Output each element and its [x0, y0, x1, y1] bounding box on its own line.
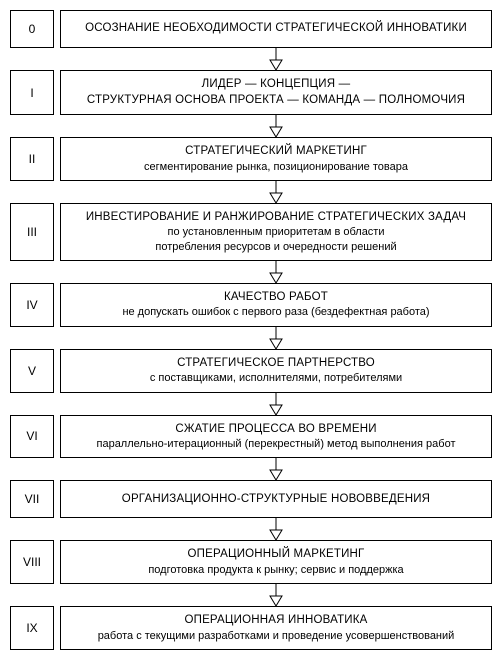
flow-node: I ЛИДЕР — КОНЦЕПЦИЯ —СТРУКТУРНАЯ ОСНОВА П…: [10, 70, 492, 115]
flow-node: 0 ОСОЗНАНИЕ НЕОБХОДИМОСТИ СТРАТЕГИЧЕСКОЙ …: [10, 10, 492, 48]
node-title-line: СЖАТИЕ ПРОЦЕССА ВО ВРЕМЕНИ: [69, 422, 483, 438]
node-title-line: ОРГАНИЗАЦИОННО-СТРУКТУРНЫЕ НОВОВВЕДЕНИЯ: [69, 492, 483, 508]
node-numeral: VIII: [23, 555, 41, 569]
flow-arrow: [10, 181, 492, 203]
node-text-box: ОПЕРАЦИОННАЯ ИННОВАТИКАработа с текущими…: [60, 606, 492, 650]
node-numeral-box: IX: [10, 606, 54, 650]
flow-arrow: [10, 115, 492, 137]
node-sub-line: с поставщиками, исполнителями, потребите…: [69, 371, 483, 385]
node-title-line: КАЧЕСТВО РАБОТ: [69, 290, 483, 306]
node-sub-line: параллельно-итерационный (перекрестный) …: [69, 437, 483, 451]
node-title-line: ОПЕРАЦИОННАЯ ИННОВАТИКА: [69, 613, 483, 629]
node-numeral-box: IV: [10, 283, 54, 327]
node-numeral: VI: [26, 429, 37, 443]
node-sub-line: сегментирование рынка, позиционирование …: [69, 160, 483, 174]
flow-arrow: [10, 48, 492, 70]
node-title-line: ОСОЗНАНИЕ НЕОБХОДИМОСТИ СТРАТЕГИЧЕСКОЙ И…: [69, 21, 483, 37]
flow-arrow: [10, 393, 492, 415]
node-numeral-box: II: [10, 137, 54, 181]
node-numeral-box: III: [10, 203, 54, 261]
flow-node: VIII ОПЕРАЦИОННЫЙ МАРКЕТИНГподготовка про…: [10, 540, 492, 584]
node-text-box: СЖАТИЕ ПРОЦЕССА ВО ВРЕМЕНИпараллельно-ит…: [60, 415, 492, 459]
node-text-box: ЛИДЕР — КОНЦЕПЦИЯ —СТРУКТУРНАЯ ОСНОВА ПР…: [60, 70, 492, 115]
flow-arrow: [10, 458, 492, 480]
node-numeral: IV: [26, 298, 37, 312]
node-numeral: III: [27, 225, 37, 239]
node-sub-line: по установленным приоритетам в области: [69, 225, 483, 239]
flow-arrow: [10, 518, 492, 540]
flow-arrow: [10, 327, 492, 349]
flow-node: IV КАЧЕСТВО РАБОТне допускать ошибок с пе…: [10, 283, 492, 327]
node-sub-line: не допускать ошибок с первого раза (безд…: [69, 305, 483, 319]
flow-arrow: [10, 584, 492, 606]
flow-node: II СТРАТЕГИЧЕСКИЙ МАРКЕТИНГсегментировани…: [10, 137, 492, 181]
node-title-line: ИНВЕСТИРОВАНИЕ И РАНЖИРОВАНИЕ СТРАТЕГИЧЕ…: [69, 210, 483, 226]
node-numeral-box: I: [10, 70, 54, 115]
node-text-box: ИНВЕСТИРОВАНИЕ И РАНЖИРОВАНИЕ СТРАТЕГИЧЕ…: [60, 203, 492, 261]
node-text-box: ОРГАНИЗАЦИОННО-СТРУКТУРНЫЕ НОВОВВЕДЕНИЯ: [60, 480, 492, 518]
node-text-box: ОСОЗНАНИЕ НЕОБХОДИМОСТИ СТРАТЕГИЧЕСКОЙ И…: [60, 10, 492, 48]
node-numeral-box: VI: [10, 415, 54, 459]
node-numeral: 0: [29, 22, 36, 36]
node-text-box: КАЧЕСТВО РАБОТне допускать ошибок с перв…: [60, 283, 492, 327]
flow-node: IX ОПЕРАЦИОННАЯ ИННОВАТИКАработа с текущи…: [10, 606, 492, 650]
node-text-box: СТРАТЕГИЧЕСКИЙ МАРКЕТИНГсегментирование …: [60, 137, 492, 181]
flow-arrow: [10, 261, 492, 283]
node-numeral: IX: [26, 621, 37, 635]
flow-node: III ИНВЕСТИРОВАНИЕ И РАНЖИРОВАНИЕ СТРАТЕГ…: [10, 203, 492, 261]
flowchart: 0 ОСОЗНАНИЕ НЕОБХОДИМОСТИ СТРАТЕГИЧЕСКОЙ …: [10, 10, 492, 650]
node-title-line: ЛИДЕР — КОНЦЕПЦИЯ —: [69, 77, 483, 93]
node-sub-line: подготовка продукта к рынку; сервис и по…: [69, 563, 483, 577]
node-numeral: I: [30, 86, 33, 100]
node-numeral: V: [28, 364, 36, 378]
node-numeral: VII: [25, 492, 40, 506]
node-numeral-box: V: [10, 349, 54, 393]
node-numeral-box: VII: [10, 480, 54, 518]
flow-node: VI СЖАТИЕ ПРОЦЕССА ВО ВРЕМЕНИпараллельно-…: [10, 415, 492, 459]
node-title-line: СТРУКТУРНАЯ ОСНОВА ПРОЕКТА — КОМАНДА — П…: [69, 93, 483, 109]
node-numeral-box: 0: [10, 10, 54, 48]
node-title-line: ОПЕРАЦИОННЫЙ МАРКЕТИНГ: [69, 547, 483, 563]
node-title-line: СТРАТЕГИЧЕСКОЕ ПАРТНЕРСТВО: [69, 356, 483, 372]
flow-node: VII ОРГАНИЗАЦИОННО-СТРУКТУРНЫЕ НОВОВВЕДЕН…: [10, 480, 492, 518]
node-sub-line: работа с текущими разработками и проведе…: [69, 629, 483, 643]
node-text-box: ОПЕРАЦИОННЫЙ МАРКЕТИНГподготовка продукт…: [60, 540, 492, 584]
node-sub-line: потребления ресурсов и очередности решен…: [69, 240, 483, 254]
node-text-box: СТРАТЕГИЧЕСКОЕ ПАРТНЕРСТВОс поставщиками…: [60, 349, 492, 393]
flow-node: V СТРАТЕГИЧЕСКОЕ ПАРТНЕРСТВОс поставщикам…: [10, 349, 492, 393]
node-numeral: II: [29, 152, 36, 166]
node-title-line: СТРАТЕГИЧЕСКИЙ МАРКЕТИНГ: [69, 144, 483, 160]
node-numeral-box: VIII: [10, 540, 54, 584]
